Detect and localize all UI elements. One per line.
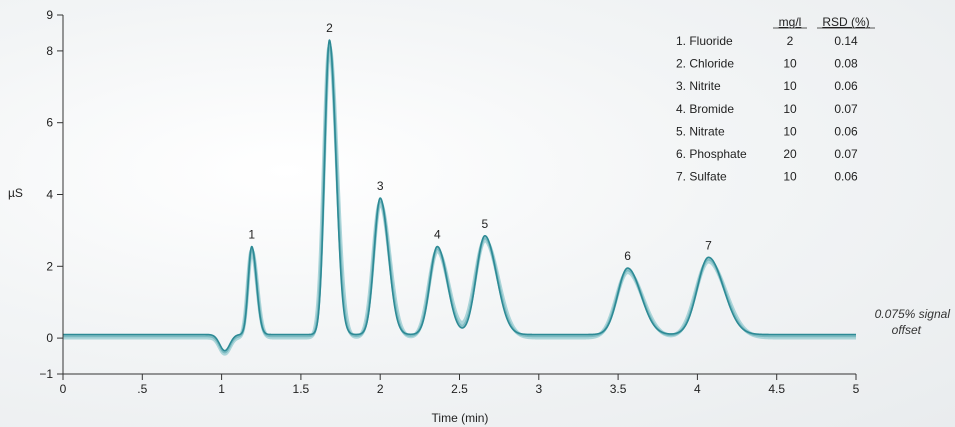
legend-row-name: 4. Bromide bbox=[676, 102, 734, 116]
y-tick-label: 2 bbox=[46, 259, 53, 273]
legend-row-rsd: 0.07 bbox=[834, 102, 858, 116]
peak-label-1: 1 bbox=[248, 228, 255, 242]
legend-row-conc: 10 bbox=[783, 57, 797, 71]
x-axis-label: Time (min) bbox=[432, 411, 489, 425]
signal-offset-note-line2: offset bbox=[892, 323, 922, 337]
x-tick-label: 0 bbox=[60, 382, 67, 396]
x-tick-label: 5 bbox=[853, 382, 860, 396]
y-tick-label: 9 bbox=[46, 8, 53, 22]
y-tick-label: 0 bbox=[46, 331, 53, 345]
legend-row-conc: 10 bbox=[783, 124, 797, 138]
y-tick-label: 6 bbox=[46, 116, 53, 130]
peak-label-7: 7 bbox=[705, 238, 712, 252]
chromatogram-trace bbox=[62, 39, 857, 352]
peak-labels-layer: 1 2 3 4 5 6 7 bbox=[248, 21, 712, 263]
legend-row-conc: 20 bbox=[783, 147, 797, 161]
ticks-layer: −1 0 2 4 6 8 9 0 .5 1 1.5 2 2.5 3 3.5 4 4.5 5 bbox=[39, 8, 859, 396]
legend-row-rsd: 0.06 bbox=[834, 124, 858, 138]
legend-header-conc: mg/l bbox=[779, 15, 802, 29]
x-tick-label: 1 bbox=[218, 382, 225, 396]
trace-layer bbox=[61, 39, 858, 356]
legend-row-rsd: 0.06 bbox=[834, 79, 858, 93]
peak-label-4: 4 bbox=[434, 228, 441, 242]
x-tick-label: 4 bbox=[694, 382, 701, 396]
x-tick-label: 4.5 bbox=[768, 382, 785, 396]
legend-row-name: 5. Nitrate bbox=[676, 124, 725, 138]
legend-row-conc: 10 bbox=[783, 170, 797, 184]
x-tick-label: 2 bbox=[377, 382, 384, 396]
peak-label-6: 6 bbox=[624, 249, 631, 263]
peak-label-5: 5 bbox=[482, 217, 489, 231]
legend-row-name: 6. Phosphate bbox=[676, 147, 747, 161]
x-tick-label: 2.5 bbox=[451, 382, 468, 396]
y-tick-label: 4 bbox=[46, 188, 53, 202]
chromatogram-offset-trace bbox=[62, 42, 857, 354]
legend-row-rsd: 0.06 bbox=[834, 170, 858, 184]
legend-row-name: 2. Chloride bbox=[676, 57, 734, 71]
x-tick-label: 3 bbox=[535, 382, 542, 396]
x-tick-label: 3.5 bbox=[610, 382, 627, 396]
legend-row-name: 7. Sulfate bbox=[676, 170, 727, 184]
legend-row-conc: 10 bbox=[783, 102, 797, 116]
legend-row-rsd: 0.14 bbox=[834, 34, 858, 48]
legend-row-rsd: 0.08 bbox=[834, 57, 858, 71]
legend-row-conc: 2 bbox=[787, 34, 794, 48]
legend-row-name: 1. Fluoride bbox=[676, 34, 733, 48]
chromatogram-offset-trace bbox=[61, 45, 858, 356]
legend-header-rsd: RSD (%) bbox=[822, 15, 869, 29]
legend-row-conc: 10 bbox=[783, 79, 797, 93]
y-tick-label: −1 bbox=[39, 367, 53, 381]
x-tick-label: .5 bbox=[137, 382, 147, 396]
legend-table: mg/l RSD (%) 1. Fluoride 2 0.14 2. Chloride 10… bbox=[676, 15, 875, 184]
legend-row-name: 3. Nitrite bbox=[676, 79, 721, 93]
peak-label-3: 3 bbox=[377, 179, 384, 193]
peak-label-2: 2 bbox=[326, 21, 333, 35]
signal-offset-note-line1: 0.075% signal bbox=[875, 307, 951, 321]
x-tick-label: 1.5 bbox=[293, 382, 310, 396]
legend-row-rsd: 0.07 bbox=[834, 147, 858, 161]
y-tick-label: 8 bbox=[46, 44, 53, 58]
y-axis-label: µS bbox=[8, 186, 23, 200]
